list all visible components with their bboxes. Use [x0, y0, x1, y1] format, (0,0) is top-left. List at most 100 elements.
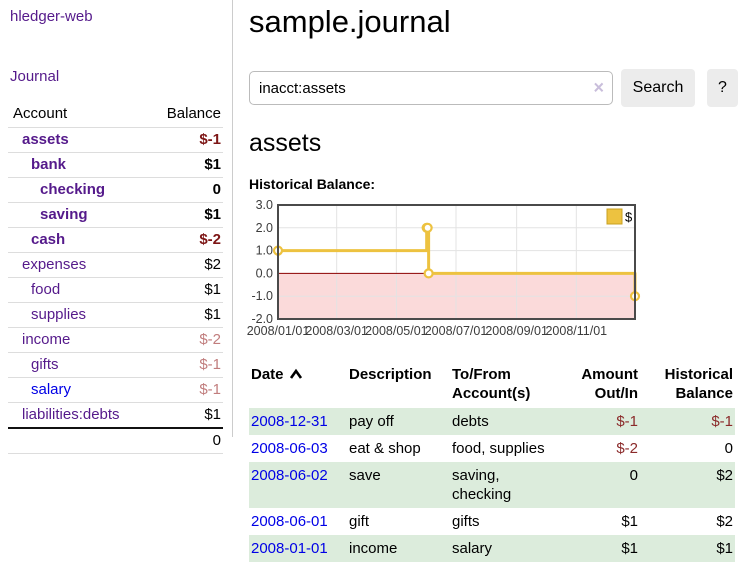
account-row: food $1 — [8, 277, 223, 303]
transaction-date-link[interactable]: 2008-06-03 — [251, 440, 328, 457]
transaction-balance: $1 — [716, 540, 733, 557]
account-balance: $-1 — [150, 352, 223, 378]
account-link[interactable]: liabilities:debts — [22, 406, 120, 423]
account-name-cell: bank — [8, 152, 151, 178]
transaction-row: 2008-06-02 save saving, checking 0 $2 — [249, 462, 735, 508]
transaction-date-link[interactable]: 2008-01-01 — [251, 540, 328, 557]
account-heading: assets — [249, 129, 322, 157]
account-balance: $-2 — [150, 227, 223, 253]
account-balance: $1 — [150, 277, 223, 303]
account-row: cash $-2 — [8, 227, 223, 253]
account-name-cell: checking — [8, 177, 151, 203]
transaction-date-cell: 2008-06-02 — [249, 462, 347, 508]
accounts-total-row: 0 — [8, 427, 223, 454]
y-axis-tick-label: -1.0 — [251, 289, 273, 303]
account-row: supplies $1 — [8, 302, 223, 328]
account-row: income $-2 — [8, 327, 223, 353]
account-link[interactable]: salary — [31, 381, 72, 398]
transaction-row: 2008-06-01 gift gifts $1 $2 — [249, 508, 735, 535]
transaction-accounts: gifts — [452, 513, 480, 530]
transaction-accounts: food, supplies — [452, 440, 545, 457]
accounts-header-account: Account — [13, 105, 68, 122]
account-link[interactable]: cash — [31, 231, 66, 248]
transaction-description: gift — [349, 513, 370, 530]
transaction-description: income — [349, 540, 398, 557]
account-row: salary $-1 — [8, 377, 223, 403]
y-axis-tick-label: 3.0 — [256, 198, 273, 212]
column-header-tofrom: To/From Account(s) — [452, 366, 531, 402]
account-link[interactable]: gifts — [31, 356, 59, 373]
column-header-description: Description — [349, 366, 432, 383]
account-balance: $1 — [150, 152, 223, 178]
transaction-date-cell: 2008-01-01 — [249, 535, 347, 562]
transaction-date-link[interactable]: 2008-06-02 — [251, 467, 328, 484]
transaction-date-link[interactable]: 2008-06-01 — [251, 513, 328, 530]
account-link[interactable]: expenses — [22, 256, 87, 273]
transactions-header-row: Date Description To/From Account(s) Amou… — [249, 363, 735, 408]
account-name-cell: salary — [8, 377, 151, 403]
accounts-table: Account Balance assets $-1 bank $1 checking 0… — [8, 102, 223, 454]
account-balance: $2 — [150, 252, 223, 278]
chart-legend: $ — [606, 208, 633, 225]
account-link[interactable]: assets — [22, 131, 69, 148]
account-balance: $-1 — [150, 127, 223, 153]
account-name-cell: assets — [8, 127, 151, 153]
account-link[interactable]: supplies — [31, 306, 87, 323]
transaction-date-cell: 2008-06-01 — [249, 508, 347, 535]
sidebar: hledger-web Journal Account Balance asse… — [0, 0, 233, 454]
transaction-description: eat & shop — [349, 440, 421, 457]
account-row: expenses $2 — [8, 252, 223, 278]
column-header-date[interactable]: Date — [249, 363, 347, 408]
transaction-balance: $2 — [716, 467, 733, 484]
account-name-cell: income — [8, 327, 151, 353]
page-title: sample.journal — [249, 4, 451, 39]
clear-search-icon[interactable]: × — [593, 77, 604, 98]
account-row: assets $-1 — [8, 127, 223, 153]
search-input[interactable] — [249, 71, 613, 105]
transaction-accounts: saving, checking — [452, 467, 512, 503]
transaction-description: save — [349, 467, 381, 484]
x-axis-tick-label: 2008/03/01 — [305, 324, 368, 338]
search-button[interactable]: Search — [621, 69, 695, 107]
account-name-cell: saving — [8, 202, 151, 228]
chart-title: Historical Balance: — [249, 176, 376, 192]
page: hledger-web Journal Account Balance asse… — [0, 0, 742, 562]
account-row: checking 0 — [8, 177, 223, 203]
column-header-amount: Amount Out/In — [581, 366, 638, 402]
transaction-date-link[interactable]: 2008-12-31 — [251, 413, 328, 430]
y-axis-tick-label: 1.0 — [256, 244, 273, 258]
account-name-cell: gifts — [8, 352, 151, 378]
accounts-total-value: 0 — [8, 427, 223, 454]
main-content: sample.journal × Search ? assets Histori… — [233, 0, 742, 562]
account-row: bank $1 — [8, 152, 223, 178]
x-axis-tick-label: 2008/09/01 — [485, 324, 548, 338]
legend-label: $ — [625, 210, 633, 225]
account-row: gifts $-1 — [8, 352, 223, 378]
account-balance: $-2 — [150, 327, 223, 353]
help-button[interactable]: ? — [707, 69, 738, 107]
account-link[interactable]: income — [22, 331, 71, 348]
column-header-balance: Historical Balance — [664, 366, 733, 402]
transaction-date-cell: 2008-06-03 — [249, 435, 347, 462]
y-axis-tick-label: 0.0 — [256, 266, 273, 280]
account-link[interactable]: food — [31, 281, 61, 298]
historical-balance-chart: $3.0 2.0 1.0 0.0 -1.0 -2.02008/01/012008/03/0… — [247, 198, 641, 338]
y-axis-tick-label: -2.0 — [251, 312, 273, 326]
search-input-wrap: × — [249, 71, 613, 105]
transaction-amount: $-2 — [616, 440, 638, 457]
y-axis-tick-label: 2.0 — [256, 221, 273, 235]
transaction-amount: $1 — [621, 513, 638, 530]
account-link[interactable]: bank — [31, 156, 67, 173]
transaction-balance: 0 — [724, 440, 733, 457]
account-name-cell: liabilities:debts — [8, 402, 151, 428]
transaction-amount: 0 — [629, 467, 638, 484]
sidebar-item-journal[interactable]: Journal — [10, 68, 60, 85]
account-balance: $-1 — [150, 377, 223, 403]
transaction-description: pay off — [349, 413, 394, 430]
app-title-link[interactable]: hledger-web — [10, 8, 93, 25]
transaction-row: 2008-06-03 eat & shop food, supplies $-2 0 — [249, 435, 735, 462]
account-name-cell: supplies — [8, 302, 151, 328]
search-bar: × Search ? — [249, 69, 742, 107]
account-link[interactable]: saving — [40, 206, 88, 223]
account-link[interactable]: checking — [40, 181, 106, 198]
